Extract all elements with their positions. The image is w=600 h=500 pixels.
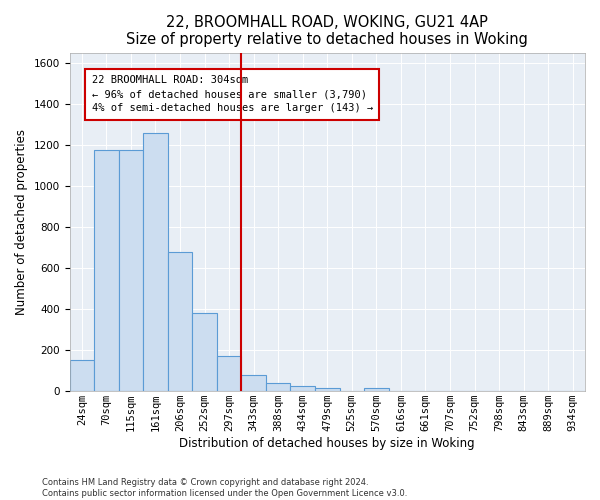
- Bar: [364, 388, 389, 391]
- X-axis label: Distribution of detached houses by size in Woking: Distribution of detached houses by size …: [179, 437, 475, 450]
- Bar: [266, 383, 290, 391]
- Title: 22, BROOMHALL ROAD, WOKING, GU21 4AP
Size of property relative to detached house: 22, BROOMHALL ROAD, WOKING, GU21 4AP Siz…: [127, 15, 528, 48]
- Bar: [119, 150, 143, 391]
- Bar: [315, 388, 340, 391]
- Bar: [241, 375, 266, 391]
- Bar: [217, 356, 241, 391]
- Y-axis label: Number of detached properties: Number of detached properties: [15, 129, 28, 315]
- Text: Contains HM Land Registry data © Crown copyright and database right 2024.
Contai: Contains HM Land Registry data © Crown c…: [42, 478, 407, 498]
- Bar: [94, 150, 119, 391]
- Bar: [192, 313, 217, 391]
- Bar: [168, 252, 192, 391]
- Bar: [70, 360, 94, 391]
- Text: 22 BROOMHALL ROAD: 304sqm
← 96% of detached houses are smaller (3,790)
4% of sem: 22 BROOMHALL ROAD: 304sqm ← 96% of detac…: [92, 76, 373, 114]
- Bar: [290, 386, 315, 391]
- Bar: [143, 132, 168, 391]
